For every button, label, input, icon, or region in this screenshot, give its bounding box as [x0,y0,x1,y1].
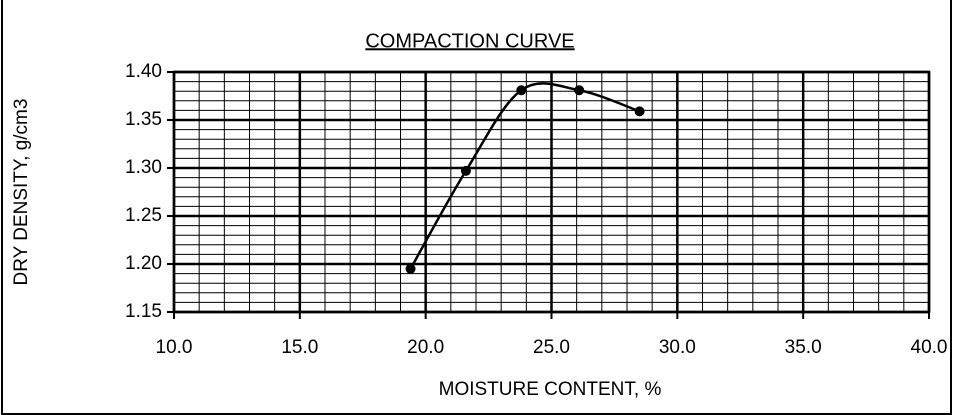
y-tick-label: 1.20 [125,253,162,274]
y-tick-label: 1.35 [125,109,162,130]
y-tick-label: 1.15 [125,301,162,322]
x-tick-label: 10.0 [156,337,193,358]
x-tick-label: 35.0 [785,337,822,358]
chart-title: COMPACTION CURVE [365,30,574,52]
y-tick-label: 1.25 [125,205,162,226]
data-point [516,85,527,96]
y-tick-label: 1.40 [125,61,162,82]
x-tick-label: 40.0 [911,337,948,358]
x-axis-label: MOISTURE CONTENT, % [439,379,662,400]
x-tick-label: 20.0 [407,337,444,358]
plot-frame [172,70,931,314]
y-tick-label: 1.30 [125,157,162,178]
data-point [405,263,416,274]
curve [409,82,640,270]
x-tick-label: 15.0 [281,337,318,358]
data-point [574,85,585,96]
y-axis-label: DRY DENSITY, g/cm3 [11,99,32,286]
x-tick-label: 25.0 [533,337,570,358]
data-point [460,165,471,176]
data-point [634,106,645,117]
x-tick-label: 30.0 [659,337,696,358]
